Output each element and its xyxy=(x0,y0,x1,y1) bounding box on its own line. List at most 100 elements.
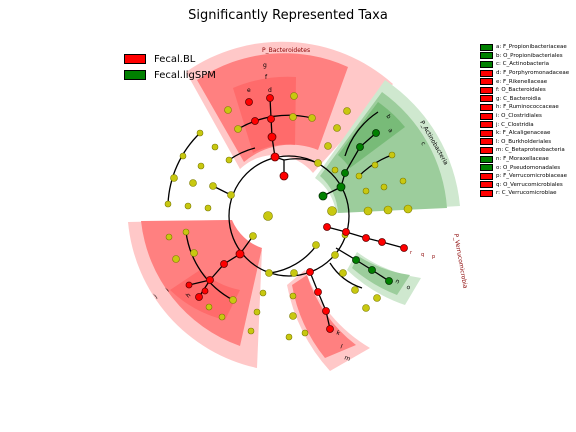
node xyxy=(165,233,173,241)
node xyxy=(189,179,197,187)
label-k: k xyxy=(335,329,341,337)
legend-swatch-fecal-ligspm xyxy=(124,70,146,80)
node-h4 xyxy=(201,287,209,295)
node xyxy=(225,156,233,164)
node xyxy=(184,202,192,210)
figure-title: Significantly Represented Taxa xyxy=(188,8,388,23)
label-m: m xyxy=(343,354,351,363)
edge-left-arc xyxy=(167,132,201,205)
node xyxy=(197,162,205,170)
node xyxy=(289,292,297,300)
edge-pseudo xyxy=(335,247,390,282)
group-legend: Fecal.BL Fecal.ligSPM xyxy=(124,51,216,83)
clade-band-f xyxy=(233,76,296,153)
node xyxy=(383,205,393,215)
clade-band-m-inner xyxy=(292,275,356,358)
taxa-legend-label: m: C_Betaproteobacteria xyxy=(496,147,565,154)
taxa-legend-swatch xyxy=(480,112,493,120)
node-n2 xyxy=(385,277,393,285)
taxa-legend-label: e: F_Rikenellaceae xyxy=(496,78,548,85)
taxa-legend-label: j: C_Clostridia xyxy=(496,121,534,128)
clade-shading xyxy=(128,41,460,371)
node-m xyxy=(306,268,314,276)
node xyxy=(355,172,363,180)
node xyxy=(351,286,359,294)
label-a: a xyxy=(386,127,394,134)
node xyxy=(403,204,413,214)
taxa-legend-item: n: F_Moraxellaceae xyxy=(480,155,569,164)
label-l: l xyxy=(339,343,343,350)
node xyxy=(224,106,232,114)
edge-clost-arc xyxy=(185,231,234,301)
taxa-legend-label: n: F_Moraxellaceae xyxy=(496,156,549,163)
node-e xyxy=(245,98,253,106)
node-p2 xyxy=(400,244,408,252)
node xyxy=(314,159,322,167)
taxa-legend-swatch xyxy=(480,69,493,77)
label-b: b xyxy=(384,113,392,120)
taxa-legend-label: c: C_Actinobacteria xyxy=(496,61,550,68)
node-h xyxy=(206,276,214,284)
label-g: g xyxy=(263,62,267,69)
node xyxy=(324,142,332,150)
fecal-bl-nodes xyxy=(185,94,408,333)
node-p xyxy=(378,238,386,246)
legend-swatch-fecal-bl xyxy=(124,54,146,64)
node xyxy=(380,183,388,191)
node-actinobacteria xyxy=(318,191,328,201)
node-g xyxy=(270,152,280,162)
node-k2 xyxy=(326,325,334,333)
node-c2 xyxy=(341,169,349,177)
taxa-legend-label: i: O_Clostridiales xyxy=(496,113,542,120)
label-j: j xyxy=(152,293,159,300)
taxa-legend-swatch xyxy=(480,52,493,60)
label-o: o xyxy=(405,284,412,292)
node-verruco xyxy=(323,223,331,231)
taxa-legend-swatch xyxy=(480,60,493,68)
node xyxy=(331,251,339,259)
fecal-ligspm-nodes xyxy=(318,129,393,285)
label-bacteroidetes: P_Bacteroidetes xyxy=(262,47,310,54)
taxa-legend-label: o: O_Pseudomonadales xyxy=(496,164,561,171)
taxa-legend-swatch xyxy=(480,146,493,154)
taxa-legend-label: d: F_Porphyromonadaceae xyxy=(496,70,570,77)
taxa-legend-item: d: F_Porphyromonadaceae xyxy=(480,69,569,78)
node xyxy=(343,107,351,115)
taxa-legend-label: l: O_Burkholderiales xyxy=(496,138,552,145)
edge-actino-arc xyxy=(344,111,379,157)
root-ring xyxy=(228,155,350,277)
taxa-legend: a: F_Propionibacteriaceae b: O_Propioniba… xyxy=(480,43,569,198)
edge-bact-arc xyxy=(237,114,313,130)
node-r xyxy=(342,228,350,236)
taxa-legend-item: b: O_Propionibacteriales xyxy=(480,52,569,61)
taxa-legend-label: p: F_Verrucomicrobiaceae xyxy=(496,173,567,180)
node xyxy=(259,289,267,297)
node xyxy=(204,204,212,212)
edge-beta-arc xyxy=(269,245,317,274)
edge-pseudo-arc xyxy=(329,262,363,289)
node-root-child xyxy=(263,211,273,221)
node xyxy=(373,294,381,302)
node xyxy=(211,143,219,151)
node xyxy=(247,327,255,335)
node xyxy=(196,129,204,137)
taxa-legend-item: q: O_Verrucomicrobiales xyxy=(480,181,569,190)
label-q: q xyxy=(421,252,424,258)
label-verrucomicrobia: P_Verrucomicrobia xyxy=(452,233,469,289)
label-r: r xyxy=(410,250,413,256)
taxa-legend-item: l: O_Burkholderiales xyxy=(480,138,569,147)
node-h3 xyxy=(185,281,193,289)
node xyxy=(170,174,178,182)
node xyxy=(209,182,217,190)
node xyxy=(205,303,213,311)
node xyxy=(388,151,396,159)
taxa-legend-swatch xyxy=(480,86,493,94)
node-h2 xyxy=(195,293,203,301)
label-f: f xyxy=(265,74,268,81)
clade-band-actinobacteria-inner xyxy=(320,92,447,213)
node-d2 xyxy=(267,115,275,123)
taxa-legend-item: j: C_Clostridia xyxy=(480,120,569,129)
node-b xyxy=(356,143,364,151)
node-l xyxy=(314,288,322,296)
